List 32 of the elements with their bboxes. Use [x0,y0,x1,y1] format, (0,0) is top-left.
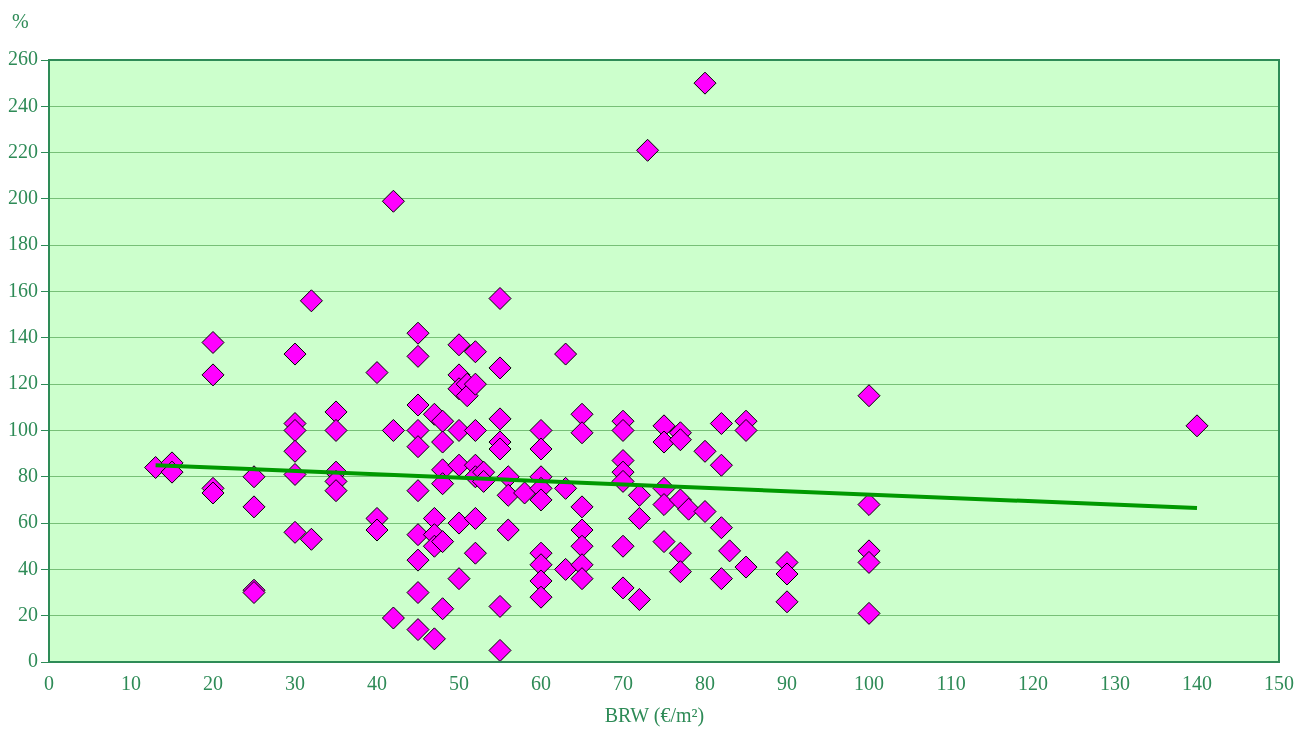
y-tick-label: 80 [18,464,38,487]
x-tick-label: 70 [613,672,633,695]
y-tick-label: 260 [8,47,38,70]
y-tick-label: 200 [8,186,38,209]
x-tick-label: 60 [531,672,551,695]
y-tick-label: 20 [18,602,38,625]
x-tick-label: 130 [1100,672,1130,695]
x-tick-label: 90 [777,672,797,695]
x-tick-label: 10 [121,672,141,695]
x-axis-title: BRW (€/m²) [603,704,706,727]
y-tick-label: 180 [8,232,38,255]
x-tick-label: 140 [1182,672,1212,695]
x-tick-label: 20 [203,672,223,695]
x-tick-label: 100 [854,672,884,695]
x-tick-label: 50 [449,672,469,695]
x-tick-label: 120 [1018,672,1048,695]
x-tick-label: 40 [367,672,387,695]
y-tick-label: 160 [8,278,38,301]
y-axis-title: % [12,10,29,33]
y-tick-label: 60 [18,510,38,533]
y-tick-label: 100 [8,417,38,440]
x-tick-label: 150 [1264,672,1294,695]
y-tick-label: 40 [18,556,38,579]
y-tick-label: 140 [8,325,38,348]
x-tick-label: 30 [285,672,305,695]
y-tick-label: 0 [28,649,38,672]
x-tick-label: 110 [936,672,966,695]
y-tick-label: 240 [8,93,38,116]
x-tick-label: 80 [695,672,715,695]
x-tick-label: 0 [44,672,54,695]
y-tick-label: 120 [8,371,38,394]
y-tick-label: 220 [8,139,38,162]
